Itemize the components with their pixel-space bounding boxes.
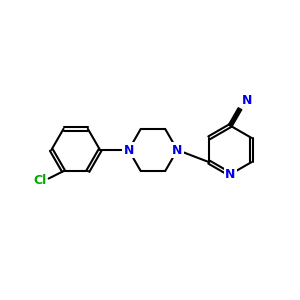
- Text: N: N: [172, 143, 182, 157]
- Text: N: N: [123, 143, 134, 157]
- Text: Cl: Cl: [33, 173, 46, 187]
- Text: N: N: [225, 168, 236, 181]
- Text: N: N: [242, 94, 253, 107]
